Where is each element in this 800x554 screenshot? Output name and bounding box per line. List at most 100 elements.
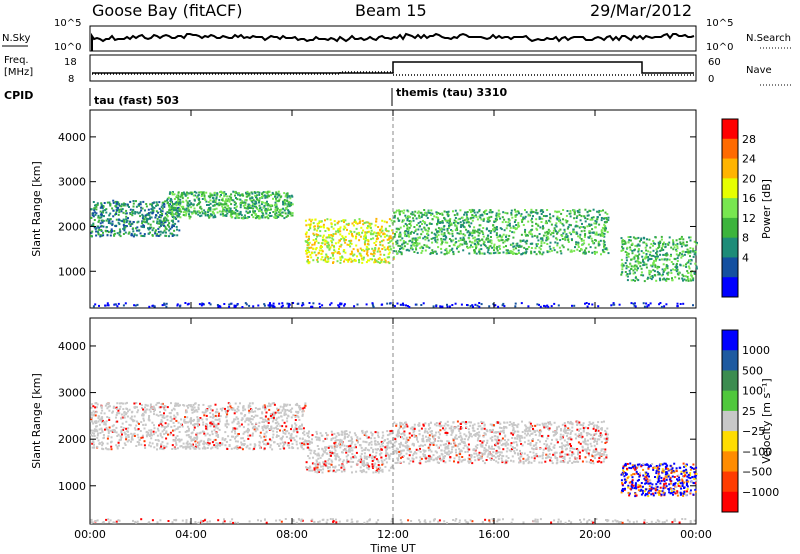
power-echo-cell	[249, 198, 252, 201]
velocity-echo-cell	[343, 444, 346, 447]
power-echo-cell	[356, 248, 359, 251]
power-echo-cell	[503, 229, 506, 232]
power-echo-cell	[468, 240, 471, 243]
power-echo-cell	[579, 219, 582, 222]
power-echo-cell	[655, 255, 658, 258]
power-echo-cell	[427, 234, 430, 237]
power-echo-cell	[675, 264, 678, 267]
power-noise-cell	[386, 302, 389, 305]
power-echo-cell	[667, 243, 670, 246]
power-echo-cell	[234, 217, 237, 220]
velocity-echo-cell	[214, 438, 217, 441]
velocity-echo-cell	[211, 441, 214, 444]
power-echo-cell	[381, 219, 384, 222]
velocity-echo-cell	[193, 406, 196, 409]
velocity-echo-cell	[337, 439, 340, 442]
power-echo-cell	[546, 243, 549, 245]
velocity-echo-cell	[209, 416, 212, 418]
velocity-echo-cell	[363, 434, 366, 436]
velocity-echo-cell	[90, 420, 93, 423]
power-echo-cell	[394, 211, 397, 214]
power-noise-cell	[371, 302, 374, 305]
power-noise-cell	[632, 302, 635, 305]
power-echo-cell	[687, 278, 689, 280]
power-echo-cell	[392, 232, 394, 235]
power-echo-cell	[314, 218, 317, 221]
velocity-echo-cell	[97, 417, 100, 420]
velocity-echo-cell	[160, 405, 163, 408]
power-echo-cell	[686, 251, 689, 253]
power-echo-cell	[250, 200, 253, 202]
power-echo-cell	[578, 250, 581, 252]
power-echo-cell	[168, 192, 171, 195]
power-echo-cell	[389, 248, 392, 251]
velocity-echo-cell	[229, 405, 232, 408]
power-echo-cell	[182, 191, 185, 194]
velocity-echo-cell	[290, 433, 293, 436]
power-echo-cell	[122, 218, 125, 221]
velocity-echo-cell	[235, 416, 238, 419]
power-echo-cell	[245, 191, 247, 194]
power-echo-cell	[185, 207, 188, 210]
power-echo-cell	[200, 207, 203, 210]
velocity-echo-cell	[188, 442, 191, 445]
power-echo-cell	[572, 209, 575, 212]
power-echo-cell	[645, 256, 648, 259]
power-noise-cell	[151, 304, 154, 307]
power-echo-cell	[120, 205, 123, 208]
power-echo-cell	[212, 212, 215, 215]
velocity-echo-cell	[154, 431, 157, 434]
power-echo-cell	[100, 203, 103, 206]
velocity-echo-cell	[275, 419, 278, 421]
power-echo-cell	[141, 226, 144, 228]
power-echo-cell	[665, 254, 668, 257]
power-echo-cell	[503, 240, 506, 243]
velocity-echo-cell	[149, 433, 152, 436]
power-echo-cell	[321, 242, 324, 245]
power-echo-cell	[410, 246, 413, 249]
power-echo-cell	[666, 258, 669, 261]
power-echo-cell	[672, 263, 675, 266]
power-echo-cell	[178, 229, 181, 232]
power-echo-cell	[664, 243, 667, 246]
power-echo-cell	[539, 210, 542, 213]
power-echo-cell	[330, 223, 333, 226]
velocity-echo-cell	[122, 408, 125, 411]
power-echo-cell	[138, 211, 141, 214]
power-echo-cell	[665, 280, 668, 282]
velocity-echo-cell	[313, 467, 316, 470]
power-echo-cell	[118, 211, 121, 214]
power-echo-cell	[384, 227, 387, 230]
velocity-echo-cell	[263, 404, 266, 407]
velocity-echo-cell	[172, 439, 175, 442]
power-echo-cell	[344, 251, 347, 254]
power-echo-cell	[160, 206, 163, 209]
velocity-echo-cell	[246, 431, 249, 434]
power-echo-cell	[149, 231, 151, 234]
velocity-echo-cell	[187, 427, 190, 430]
power-echo-cell	[388, 251, 391, 254]
power-noise-cell	[338, 305, 341, 308]
power-echo-cell	[92, 212, 95, 215]
velocity-echo-cell	[215, 444, 217, 447]
power-echo-cell	[193, 199, 196, 202]
power-echo-cell	[328, 248, 331, 251]
power-echo-cell	[450, 239, 452, 242]
velocity-echo-cell	[153, 408, 156, 411]
power-echo-cell	[651, 265, 654, 268]
power-echo-cell	[592, 241, 595, 244]
power-echo-cell	[679, 252, 681, 255]
power-echo-cell	[498, 215, 501, 218]
power-echo-cell	[337, 250, 340, 253]
power-echo-cell	[399, 210, 402, 213]
power-echo-cell	[211, 211, 214, 213]
power-echo-cell	[489, 209, 492, 211]
power-echo-cell	[504, 221, 507, 223]
power-echo-cell	[135, 200, 137, 203]
power-echo-cell	[159, 219, 162, 222]
power-echo-cell	[643, 263, 646, 266]
velocity-echo-cell	[301, 423, 303, 426]
velocity-echo-cell	[189, 435, 192, 438]
power-echo-cell	[123, 220, 126, 222]
power-echo-cell	[125, 221, 128, 224]
